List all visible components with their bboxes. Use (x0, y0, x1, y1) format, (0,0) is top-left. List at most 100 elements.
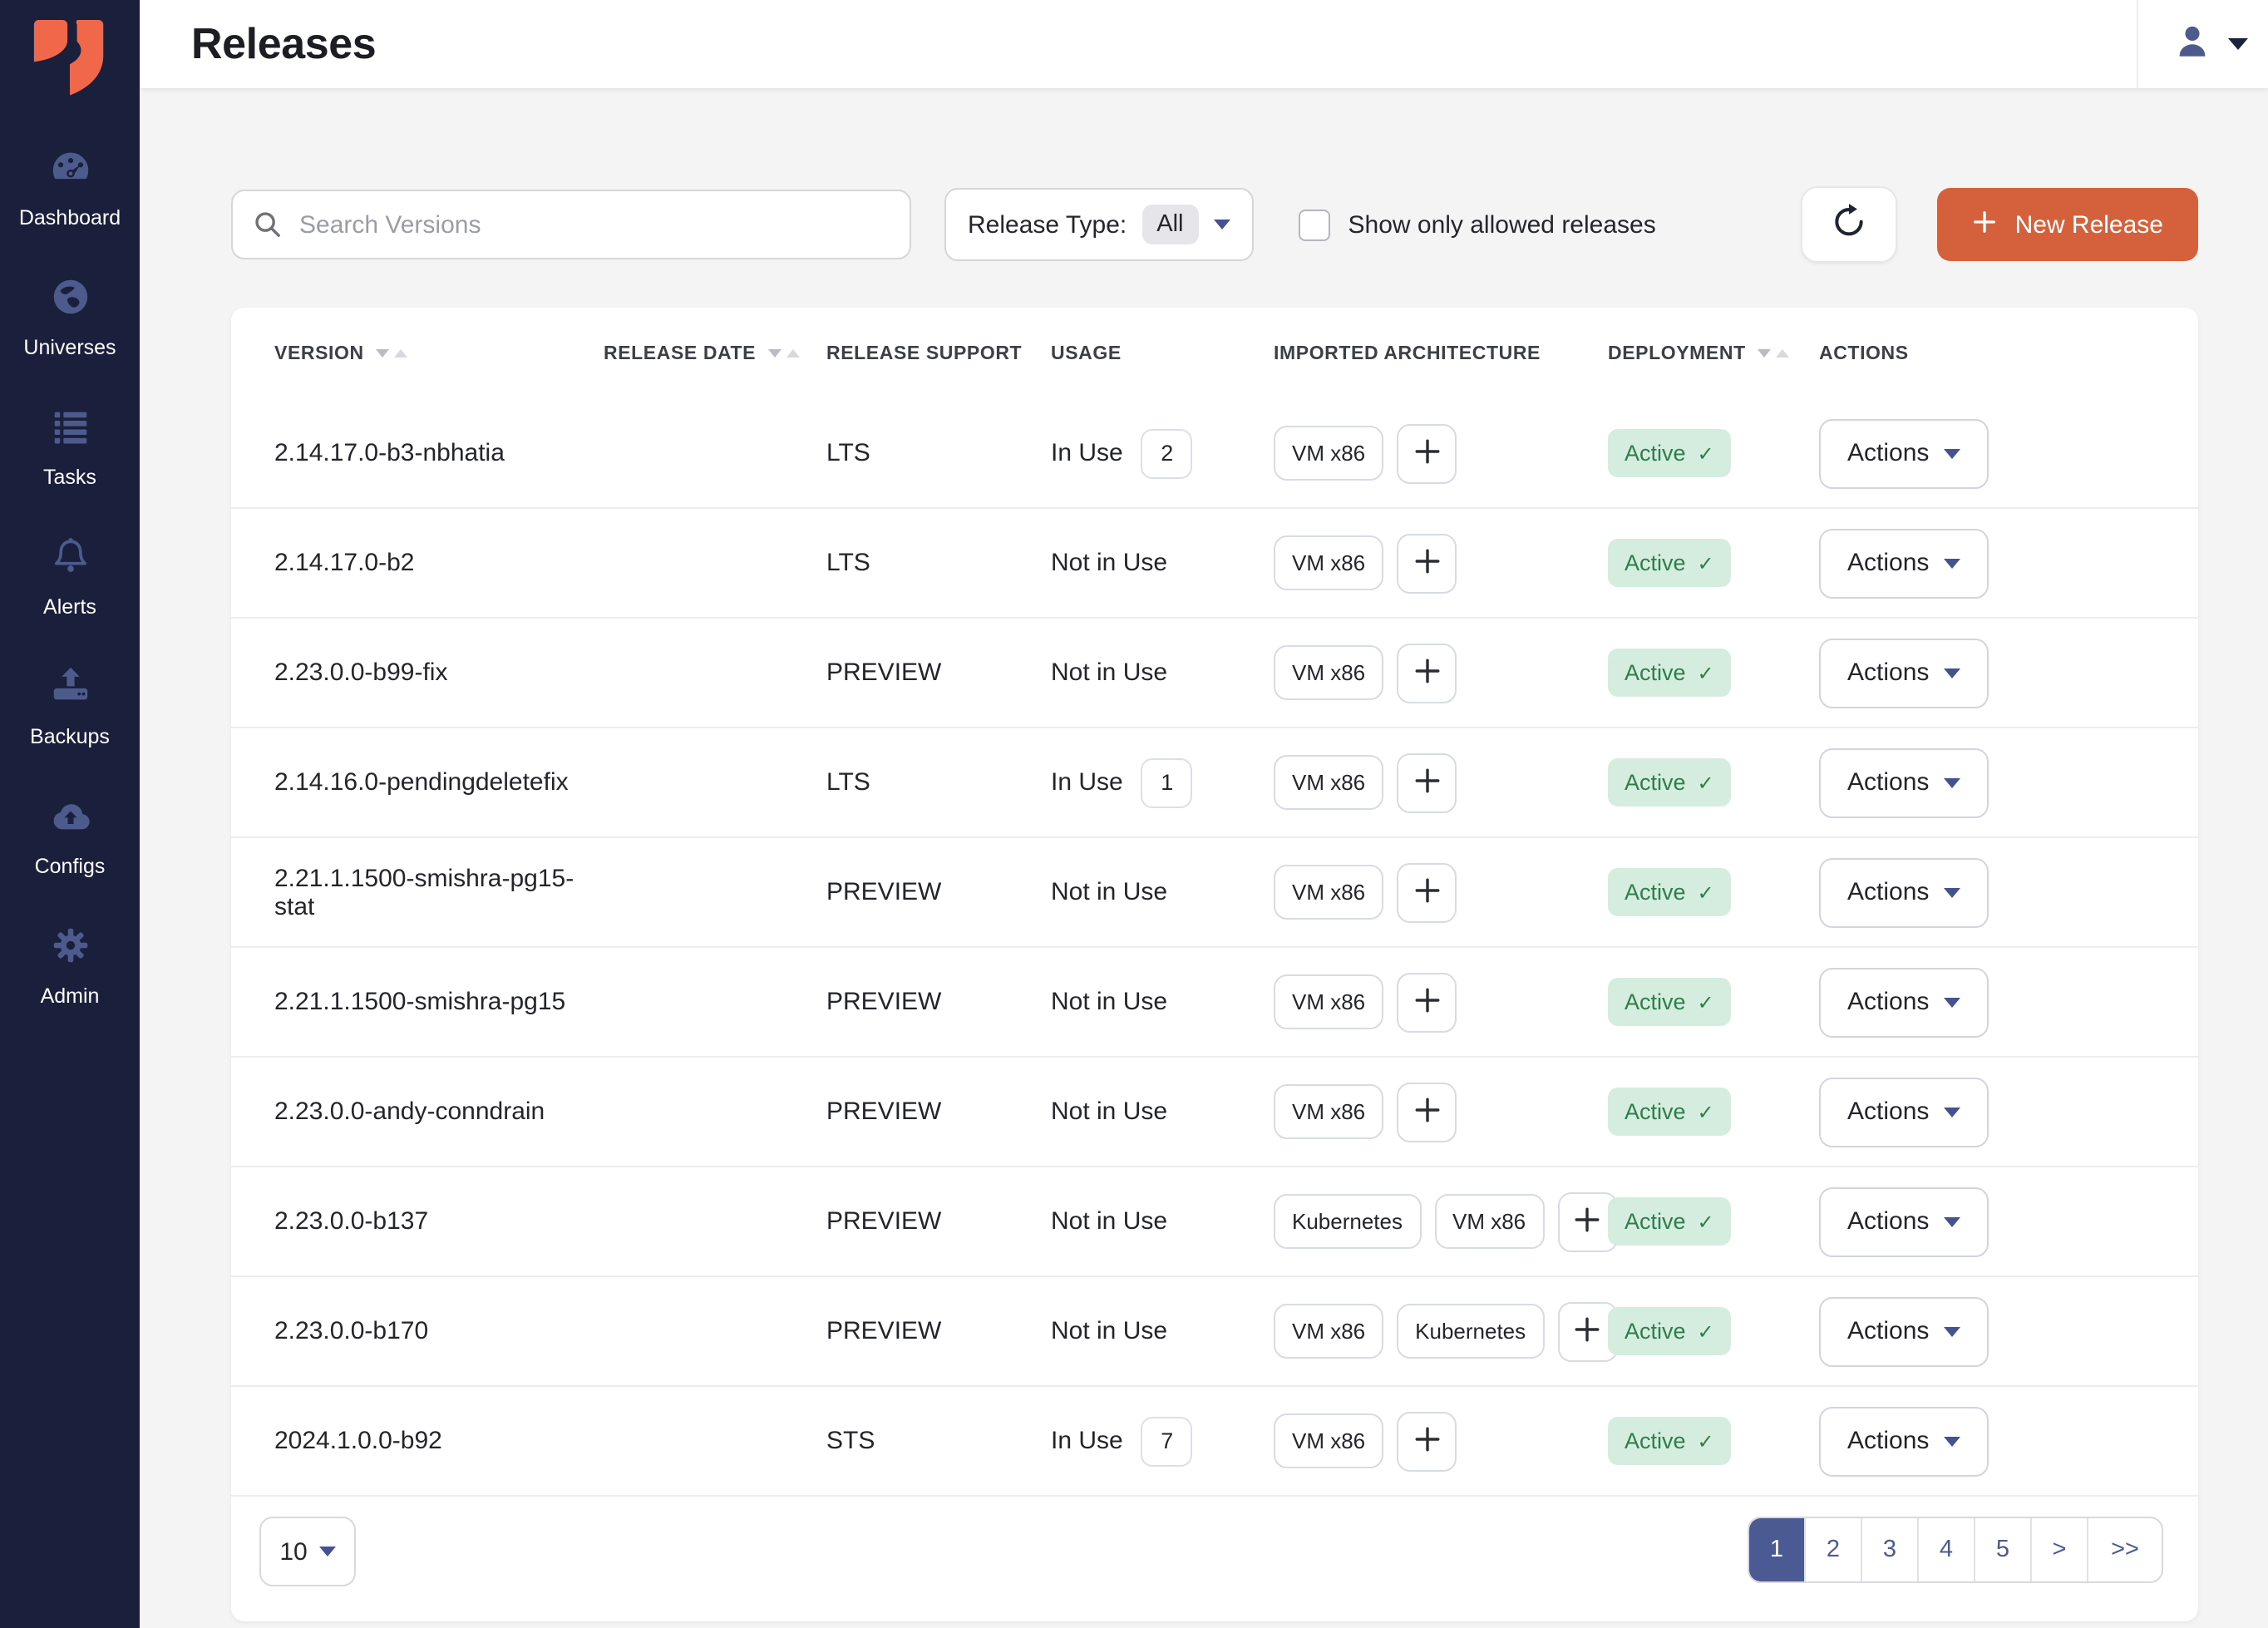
page-button-3[interactable]: 3 (1861, 1518, 1917, 1581)
column-header-deployment[interactable]: DEPLOYMENT (1608, 343, 1819, 363)
actions-button-label: Actions (1847, 768, 1930, 797)
usage-cell: Not in Use (1051, 1207, 1274, 1236)
add-architecture-button[interactable] (1397, 533, 1457, 593)
plus-icon (1972, 209, 1997, 240)
page-button-5[interactable]: 5 (1974, 1518, 2030, 1581)
refresh-button[interactable] (1800, 186, 1897, 263)
plus-icon (1413, 437, 1441, 470)
actions-button[interactable]: Actions (1819, 418, 1989, 488)
new-release-button[interactable]: New Release (1936, 188, 2198, 261)
actions-button-label: Actions (1847, 549, 1930, 577)
actions-button-label: Actions (1847, 1098, 1930, 1126)
sidebar-item-admin[interactable]: Admin (0, 900, 140, 1029)
page-button-1[interactable]: 1 (1749, 1518, 1804, 1581)
release-version: 2.23.0.0-b137 (274, 1207, 429, 1236)
sidebar: Dashboard Universes Tasks Alerts (0, 0, 140, 1628)
deployment-status-label: Active (1625, 880, 1686, 905)
column-header-version[interactable]: VERSION (274, 343, 604, 363)
page-size-select[interactable]: 10 (259, 1517, 356, 1586)
sidebar-item-alerts[interactable]: Alerts (0, 511, 140, 640)
deployment-cell: Active ✓ (1608, 978, 1819, 1026)
release-support: PREVIEW (826, 1207, 942, 1236)
add-architecture-button[interactable] (1397, 1082, 1457, 1142)
page-button-4[interactable]: 4 (1917, 1518, 1974, 1581)
sidebar-item-dashboard[interactable]: Dashboard (0, 121, 140, 251)
table-row: 2.23.0.0-b170 PREVIEW Not in Use VM x86 K… (231, 1277, 2198, 1387)
add-architecture-button[interactable] (1397, 862, 1457, 922)
deployment-status-badge: Active ✓ (1608, 429, 1731, 477)
add-architecture-button[interactable] (1397, 643, 1457, 703)
deployment-status-label: Active (1625, 441, 1686, 466)
table-row: 2.23.0.0-andy-conndrain PREVIEW Not in U… (231, 1058, 2198, 1167)
table-header-row: VERSION RELEASE DATE RELEASE SUPPORT USA… (231, 308, 2198, 399)
actions-cell: Actions (1819, 747, 2155, 817)
architecture-pill: VM x86 (1274, 1084, 1384, 1139)
release-support: PREVIEW (826, 878, 942, 906)
release-table-body: 2.14.17.0-b3-nbhatia LTS In Use 2 VM x86… (231, 399, 2198, 1497)
column-header-release-date[interactable]: RELEASE DATE (604, 343, 826, 363)
gear-icon (47, 923, 92, 976)
actions-button[interactable]: Actions (1819, 967, 1989, 1037)
sidebar-item-tasks[interactable]: Tasks (0, 381, 140, 511)
usage-label: In Use (1051, 439, 1123, 467)
yugabyte-logo-icon[interactable] (32, 15, 108, 105)
actions-cell: Actions (1819, 1077, 2155, 1147)
actions-button[interactable]: Actions (1819, 528, 1989, 598)
actions-cell: Actions (1819, 967, 2155, 1037)
sidebar-item-universes[interactable]: Universes (0, 251, 140, 381)
actions-button[interactable]: Actions (1819, 747, 1989, 817)
deployment-status-label: Active (1625, 1209, 1686, 1234)
actions-button[interactable]: Actions (1819, 857, 1989, 927)
add-architecture-button[interactable] (1397, 972, 1457, 1032)
check-icon: ✓ (1697, 1210, 1714, 1233)
actions-button[interactable]: Actions (1819, 1296, 1989, 1366)
actions-cell: Actions (1819, 1296, 2155, 1366)
architecture-list: VM x86 (1274, 972, 1608, 1032)
top-header: Releases (140, 0, 2268, 88)
last-page-button[interactable]: >> (2087, 1518, 2162, 1581)
check-icon: ✓ (1697, 1100, 1714, 1123)
page-button-2[interactable]: 2 (1804, 1518, 1861, 1581)
allowed-releases-checkbox[interactable] (1298, 209, 1330, 240)
column-header-release-support: RELEASE SUPPORT (826, 343, 1023, 363)
release-version: 2.14.17.0-b2 (274, 549, 415, 577)
next-page-button[interactable]: > (2030, 1518, 2087, 1581)
actions-button[interactable]: Actions (1819, 638, 1989, 708)
check-icon: ✓ (1697, 881, 1714, 904)
architecture-list: VM x86 (1274, 1411, 1608, 1471)
sidebar-item-backups[interactable]: Backups (0, 640, 140, 770)
release-type-filter[interactable]: Release Type: All (944, 188, 1254, 261)
release-support: PREVIEW (826, 1317, 942, 1345)
chevron-down-icon (2228, 38, 2248, 50)
actions-button[interactable]: Actions (1819, 1406, 1989, 1476)
actions-button-label: Actions (1847, 1427, 1930, 1455)
search-input[interactable] (231, 190, 911, 259)
releases-table-card: VERSION RELEASE DATE RELEASE SUPPORT USA… (231, 308, 2198, 1621)
search-box (231, 190, 911, 259)
add-architecture-button[interactable] (1557, 1191, 1618, 1251)
usage-cell: Not in Use (1051, 659, 1274, 687)
actions-button[interactable]: Actions (1819, 1186, 1989, 1256)
actions-button[interactable]: Actions (1819, 1077, 1989, 1147)
sidebar-item-configs[interactable]: Configs (0, 770, 140, 900)
actions-button-label: Actions (1847, 439, 1930, 467)
filter-toolbar: Release Type: All Show only allowed rele… (231, 186, 2198, 263)
architecture-pill: VM x86 (1274, 1413, 1384, 1468)
allowed-releases-label: Show only allowed releases (1348, 210, 1656, 239)
release-support: PREVIEW (826, 988, 942, 1016)
add-architecture-button[interactable] (1397, 752, 1457, 812)
release-type-label: Release Type: (968, 210, 1127, 239)
usage-count-badge: 2 (1141, 428, 1193, 478)
chevron-down-icon (1944, 668, 1961, 678)
usage-cell: Not in Use (1051, 549, 1274, 577)
chevron-down-icon (1944, 1107, 1961, 1117)
add-architecture-button[interactable] (1397, 423, 1457, 483)
table-row: 2.14.17.0-b2 LTS Not in Use VM x86 Activ… (231, 509, 2198, 619)
architecture-pill: Kubernetes (1274, 1194, 1421, 1249)
user-menu[interactable] (2137, 0, 2268, 88)
actions-button-label: Actions (1847, 878, 1930, 906)
usage-label: Not in Use (1051, 659, 1168, 687)
add-architecture-button[interactable] (1397, 1411, 1457, 1471)
check-icon: ✓ (1697, 771, 1714, 794)
